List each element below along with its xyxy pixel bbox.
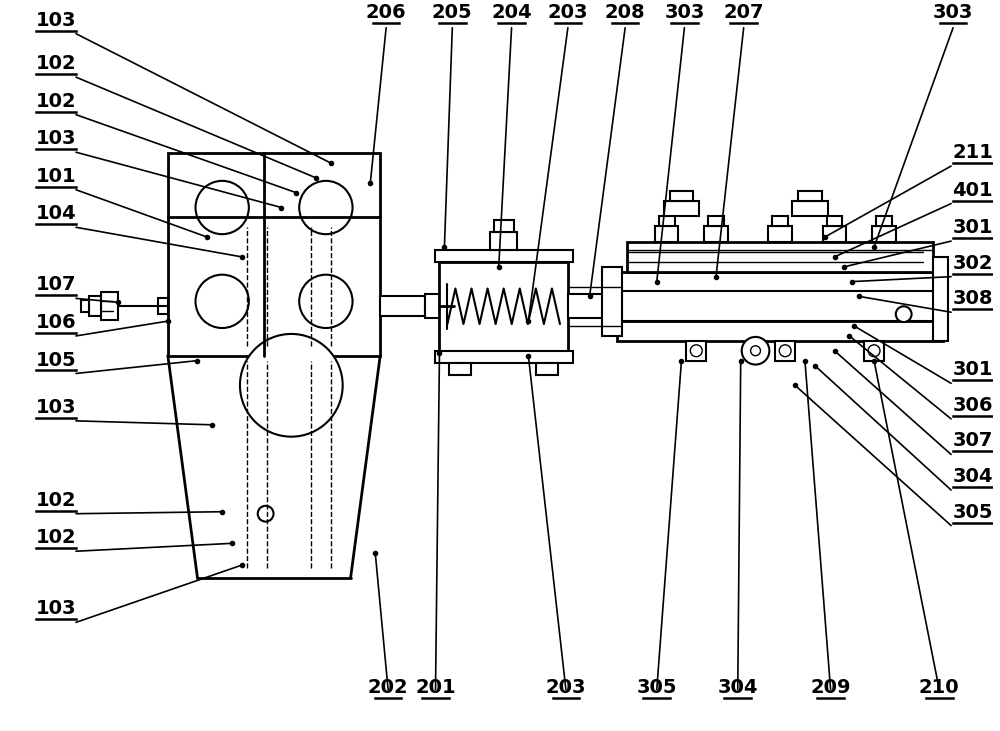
Text: 301: 301	[953, 360, 993, 379]
Text: 306: 306	[953, 396, 993, 415]
Text: 307: 307	[953, 431, 993, 450]
Circle shape	[751, 346, 760, 356]
Bar	[617, 272, 943, 292]
Text: 107: 107	[36, 276, 76, 295]
Circle shape	[690, 345, 702, 357]
Circle shape	[868, 345, 880, 357]
Text: 209: 209	[810, 678, 851, 697]
Text: 303: 303	[933, 3, 973, 22]
Bar	[602, 267, 622, 336]
Bar	[627, 242, 933, 272]
Bar	[798, 191, 822, 200]
Text: 305: 305	[953, 503, 993, 522]
Text: 308: 308	[953, 289, 993, 308]
Text: 304: 304	[718, 678, 758, 697]
Bar	[772, 216, 788, 227]
Bar	[876, 216, 892, 227]
Circle shape	[299, 275, 353, 328]
Bar	[686, 341, 706, 360]
Bar	[435, 250, 573, 262]
Text: 303: 303	[664, 3, 705, 22]
Bar	[449, 363, 471, 376]
Bar	[864, 341, 884, 360]
Bar	[827, 216, 842, 227]
Bar	[704, 227, 728, 242]
Text: 102: 102	[36, 91, 77, 110]
Text: 103: 103	[36, 398, 76, 417]
Bar	[536, 363, 558, 376]
Bar	[708, 216, 724, 227]
Bar	[872, 227, 896, 242]
Text: 102: 102	[36, 529, 77, 548]
Text: 106: 106	[36, 313, 77, 332]
Text: 207: 207	[723, 3, 764, 22]
Text: 210: 210	[919, 678, 960, 697]
Bar	[435, 351, 573, 363]
Circle shape	[196, 275, 249, 328]
Bar	[158, 298, 168, 314]
Circle shape	[299, 181, 353, 234]
Text: 102: 102	[36, 491, 77, 510]
Bar	[792, 200, 828, 216]
Bar	[380, 296, 425, 317]
Text: 401: 401	[953, 181, 993, 200]
Bar	[425, 295, 442, 318]
Circle shape	[742, 337, 769, 365]
Bar	[655, 227, 678, 242]
Bar	[168, 154, 380, 356]
Circle shape	[779, 345, 791, 357]
Bar	[664, 200, 699, 216]
Text: 305: 305	[637, 678, 677, 697]
Circle shape	[258, 506, 274, 522]
Text: 104: 104	[36, 205, 77, 224]
Text: 205: 205	[432, 3, 473, 22]
Text: 211: 211	[952, 143, 993, 162]
Bar	[81, 300, 89, 312]
Text: 103: 103	[36, 11, 76, 30]
Text: 102: 102	[36, 54, 77, 73]
Text: 103: 103	[36, 599, 76, 618]
Bar	[101, 292, 118, 320]
Text: 204: 204	[491, 3, 532, 22]
Text: 203: 203	[546, 678, 586, 697]
Text: 202: 202	[368, 678, 408, 697]
Text: 302: 302	[953, 254, 993, 273]
Text: 301: 301	[953, 218, 993, 237]
Text: 105: 105	[36, 350, 77, 369]
Text: 103: 103	[36, 129, 76, 148]
Bar	[823, 227, 846, 242]
Text: 208: 208	[605, 3, 645, 22]
Text: 304: 304	[953, 467, 993, 486]
Circle shape	[896, 306, 912, 322]
Bar	[622, 292, 938, 321]
Bar	[494, 220, 514, 232]
Circle shape	[240, 334, 343, 436]
Text: 101: 101	[36, 167, 77, 186]
Bar	[442, 298, 454, 314]
Bar	[89, 296, 101, 317]
Bar	[768, 227, 792, 242]
Bar	[933, 257, 948, 341]
Text: 203: 203	[548, 3, 588, 22]
Text: 206: 206	[366, 3, 406, 22]
Text: 201: 201	[415, 678, 456, 697]
Bar	[439, 262, 568, 351]
Bar	[490, 232, 517, 250]
Bar	[617, 321, 943, 341]
Bar	[568, 295, 622, 318]
Bar	[659, 216, 675, 227]
Bar	[670, 191, 693, 200]
Circle shape	[196, 181, 249, 234]
Bar	[775, 341, 795, 360]
